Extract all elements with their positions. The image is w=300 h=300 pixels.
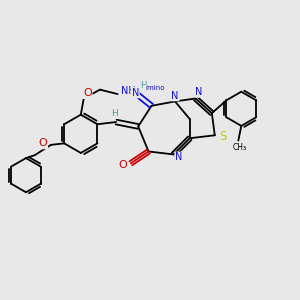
Text: O: O: [118, 160, 127, 170]
Text: S: S: [219, 130, 227, 143]
Text: H: H: [111, 109, 118, 118]
Text: O: O: [83, 88, 92, 98]
Text: O: O: [38, 138, 47, 148]
Text: imino: imino: [146, 85, 165, 91]
Text: NH: NH: [121, 85, 136, 95]
Text: N: N: [132, 88, 139, 98]
Text: CH₃: CH₃: [233, 143, 247, 152]
Text: N: N: [171, 91, 179, 100]
Text: H: H: [140, 81, 146, 90]
Text: N: N: [196, 87, 203, 97]
Text: N: N: [175, 152, 182, 162]
